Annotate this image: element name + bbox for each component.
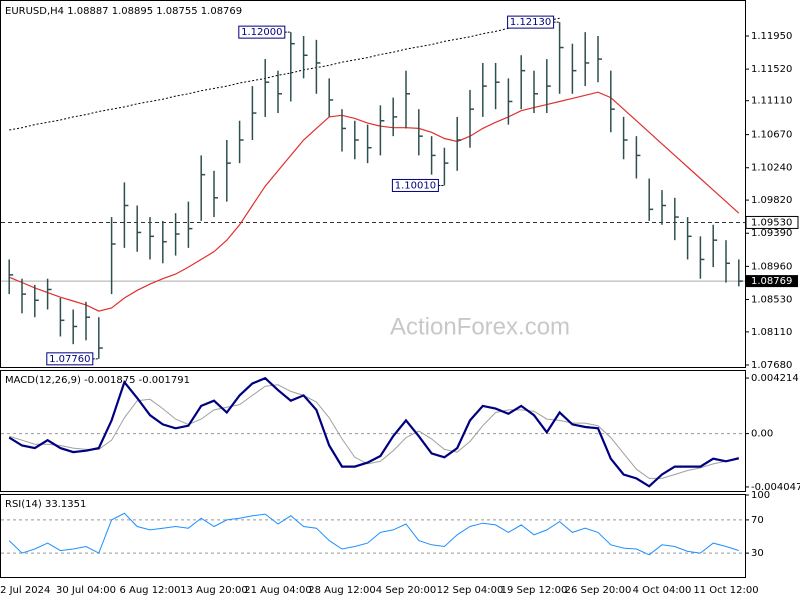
- rsi-title: RSI(14) 33.1351: [5, 499, 86, 510]
- chart-title: EURUSD,H4 1.08887 1.08895 1.08755 1.0876…: [5, 6, 242, 17]
- y-tick-label: 0.004214: [751, 373, 799, 384]
- level-label: 1.09530: [751, 217, 792, 228]
- y-tick-label: 100: [751, 490, 770, 501]
- x-tick-label: 30 Jul 04:00: [56, 585, 116, 596]
- last-price-label: 1.08769: [751, 276, 792, 287]
- y-tick-label: 0.00: [751, 429, 773, 440]
- y-tick-label: 1.10240: [751, 163, 792, 174]
- y-tick-label: 1.09820: [751, 195, 792, 206]
- y-tick-label: 1.08110: [751, 327, 792, 338]
- macd-panel: [0, 370, 746, 492]
- annotation-label: 1.12000: [241, 27, 282, 38]
- y-tick-label: 1.10670: [751, 130, 792, 141]
- x-tick-label: 11 Oct 12:00: [693, 585, 758, 596]
- y-tick-label: 70: [751, 515, 764, 526]
- y-tick-label: 1.07680: [751, 360, 792, 371]
- y-tick-label: 1.08960: [751, 261, 792, 272]
- annotation-label: 1.12130: [510, 17, 551, 28]
- annotation-box: [391, 178, 439, 192]
- last-price-box: [746, 275, 798, 288]
- watermark: ActionForex.com: [390, 313, 570, 340]
- y-tick-label: 1.11110: [751, 96, 792, 107]
- x-tick-label: 26 Sep 20:00: [565, 585, 632, 596]
- macd-title: MACD(12,26,9) -0.001875 -0.001791: [5, 375, 190, 386]
- annotation-label: 1.10010: [395, 180, 436, 191]
- y-tick-label: 1.08530: [751, 295, 792, 306]
- annotation-box: [238, 25, 286, 39]
- x-tick-label: 12 Sep 04:00: [437, 585, 504, 596]
- x-tick-label: 4 Oct 04:00: [633, 585, 692, 596]
- annotation-box: [46, 352, 94, 366]
- moving-average: [8, 91, 740, 312]
- annotation-label: 1.07760: [49, 354, 90, 365]
- price-panel: [0, 0, 746, 368]
- x-tick-label: 21 Aug 04:00: [244, 585, 311, 596]
- x-tick-label: 6 Aug 12:00: [119, 585, 180, 596]
- annotation-box: [507, 15, 555, 29]
- trend-line: [9, 17, 560, 131]
- y-tick-label: 30: [751, 548, 764, 559]
- level-box: [745, 215, 799, 229]
- x-tick-label: 13 Aug 20:00: [180, 585, 247, 596]
- rsi-panel: [0, 494, 746, 578]
- x-tick-label: 28 Aug 12:00: [308, 585, 375, 596]
- x-tick-label: 22 Jul 2024: [0, 585, 50, 596]
- y-tick-label: -0.004047: [751, 482, 800, 493]
- rsi-line: [8, 512, 739, 556]
- y-tick-label: 1.09390: [751, 228, 792, 239]
- y-tick-label: 1.11950: [751, 31, 792, 42]
- y-tick-label: 1.11520: [751, 64, 792, 75]
- macd-line: [8, 376, 740, 488]
- x-tick-label: 4 Sep 20:00: [376, 585, 436, 596]
- signal-line: [9, 384, 739, 479]
- x-tick-label: 19 Sep 12:00: [501, 585, 568, 596]
